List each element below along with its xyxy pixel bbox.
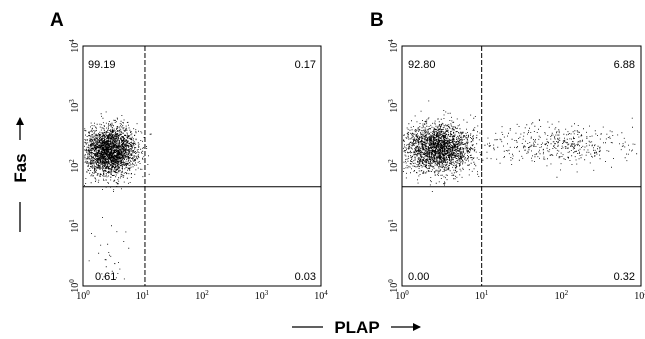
plot-frame-a: [82, 45, 322, 287]
tick-label: 102: [68, 159, 81, 173]
tick-label: 103: [255, 289, 269, 302]
quadrant-upper-left-b: 92.80: [408, 59, 436, 71]
quadrant-upper-right-a: 0.17: [295, 59, 316, 71]
panel-letter-a: A: [50, 10, 64, 31]
quadrant-lower-left-a: 0.61: [95, 271, 116, 283]
quadrant-lower-left-b: 0.00: [408, 271, 429, 283]
tick-label: 103: [68, 99, 81, 113]
quadrant-lower-right-b: 0.32: [614, 271, 635, 283]
x-axis-title: PLAP: [334, 318, 379, 337]
plot-frame-b: [401, 45, 642, 287]
scatter-points-a: [84, 111, 152, 280]
tick-label: 101: [387, 219, 400, 233]
tick-label: 100: [68, 279, 81, 293]
scatter-point-cloud: [84, 111, 152, 280]
y-tick-labels-b: 100 101 102 103 104: [387, 39, 400, 293]
panel-a: A 99.19 0.17 0.61 0.03 100 101 102 103 104 1…: [50, 10, 328, 302]
quadrant-upper-left-a: 99.19: [88, 59, 116, 71]
tick-label: 101: [136, 289, 150, 302]
tick-label: 101: [68, 219, 81, 233]
tick-label: 100: [76, 289, 90, 302]
panel-letter-b: B: [370, 10, 384, 31]
tick-label: 100: [387, 279, 400, 293]
y-axis-title: Fas: [11, 153, 30, 182]
tick-label: 103: [387, 99, 400, 113]
tick-label: 102: [387, 159, 400, 173]
tick-label: 103: [634, 289, 645, 302]
tick-label: 102: [555, 289, 569, 302]
tick-label: 104: [68, 39, 81, 53]
tick-label: 100: [395, 289, 409, 302]
y-axis-title-group: Fas: [11, 117, 30, 232]
x-axis-title-group: PLAP: [292, 318, 421, 337]
tick-label: 101: [475, 289, 489, 302]
tick-label: 104: [314, 289, 328, 302]
x-tick-labels-a: 100 101 102 103 104: [76, 289, 328, 302]
tick-label: 104: [387, 39, 400, 53]
x-tick-labels-b: 100 101 102 103: [395, 289, 645, 302]
scatter-points-b: [403, 100, 638, 192]
scatter-point-cloud: [403, 100, 638, 192]
tick-label: 102: [195, 289, 209, 302]
y-tick-labels-a: 100 101 102 103 104: [68, 39, 81, 293]
quadrant-lower-right-a: 0.03: [295, 271, 316, 283]
quadrant-upper-right-b: 6.88: [614, 59, 635, 71]
